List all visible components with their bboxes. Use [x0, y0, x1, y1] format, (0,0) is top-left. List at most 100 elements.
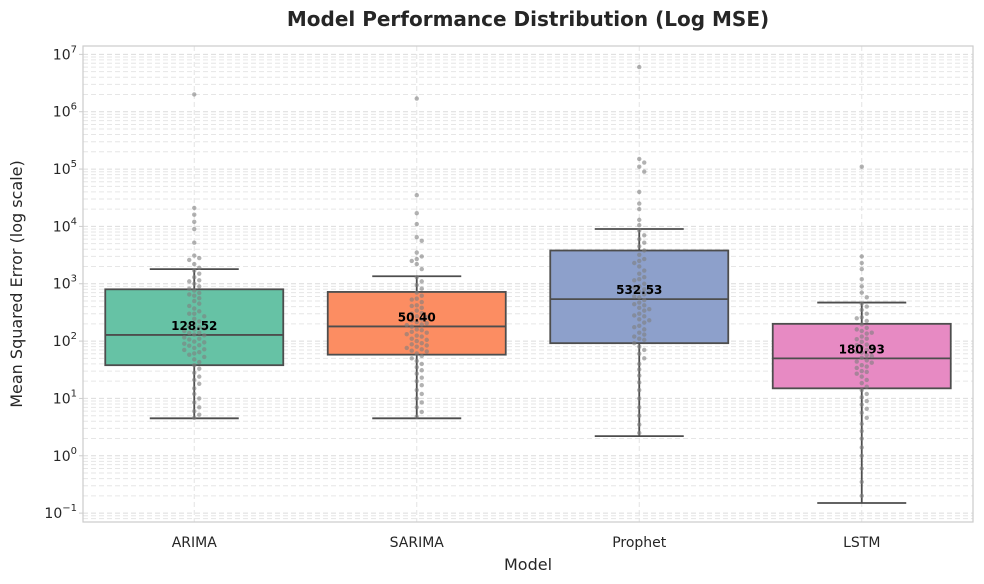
data-point — [409, 356, 414, 361]
grid — [83, 46, 973, 523]
y-tick-labels: 10−1 100 101 102 103 104 105 106 107 — [44, 44, 83, 522]
data-point — [637, 156, 642, 162]
data-point — [404, 331, 409, 337]
data-point — [414, 365, 419, 370]
data-point — [859, 493, 864, 499]
data-point — [869, 346, 874, 351]
data-point — [424, 321, 429, 326]
data-point — [192, 253, 197, 258]
data-point — [642, 356, 647, 361]
data-point — [187, 330, 192, 336]
data-point — [409, 348, 414, 353]
data-point — [637, 289, 642, 295]
data-point — [637, 336, 642, 341]
data-point — [637, 387, 642, 393]
data-point — [192, 391, 197, 397]
data-point — [192, 415, 197, 420]
data-point — [414, 414, 419, 419]
data-point — [864, 364, 869, 369]
data-point — [182, 347, 187, 353]
data-point — [424, 330, 429, 335]
data-point — [409, 324, 414, 329]
data-point — [414, 308, 419, 313]
data-point — [192, 298, 197, 304]
x-tick-label: SARIMA — [390, 535, 445, 551]
data-point — [197, 412, 202, 417]
data-point — [859, 387, 864, 393]
data-point — [637, 373, 642, 378]
data-point — [419, 347, 424, 352]
data-point — [642, 287, 647, 292]
data-point — [414, 333, 419, 338]
points — [182, 64, 874, 499]
data-point — [642, 240, 647, 245]
data-point — [632, 301, 637, 307]
data-point — [642, 233, 647, 238]
data-point — [859, 328, 864, 334]
data-point — [637, 351, 642, 357]
data-point — [632, 334, 637, 339]
data-point — [632, 324, 637, 330]
data-point — [637, 284, 642, 289]
data-point — [859, 350, 864, 355]
data-point — [192, 226, 197, 232]
data-point — [192, 311, 197, 316]
data-point — [637, 430, 642, 436]
data-point — [414, 378, 419, 384]
data-point — [854, 336, 859, 342]
data-point — [859, 345, 864, 350]
data-point — [192, 362, 197, 368]
data-point — [414, 338, 419, 344]
y-tick-label: 106 — [53, 102, 77, 121]
data-point — [192, 321, 197, 327]
data-point — [414, 303, 419, 308]
data-point — [192, 281, 197, 286]
data-point — [859, 355, 864, 361]
data-point — [192, 92, 197, 97]
y-tick-label: 10−1 — [44, 503, 77, 522]
data-point — [419, 383, 424, 388]
data-point — [192, 339, 197, 344]
data-point — [637, 271, 642, 276]
data-point — [642, 256, 647, 262]
median-annotation: 180.93 — [839, 342, 885, 356]
data-point — [192, 316, 197, 321]
data-point — [859, 277, 864, 282]
data-point — [637, 317, 642, 322]
y-tick-label: 104 — [53, 216, 77, 235]
data-point — [854, 327, 859, 332]
data-point — [187, 343, 192, 348]
data-point — [414, 256, 419, 262]
data-point — [414, 314, 419, 319]
data-point — [404, 322, 409, 328]
data-point — [202, 333, 207, 338]
data-point — [202, 326, 207, 331]
data-point — [192, 261, 197, 267]
data-point — [419, 317, 424, 322]
data-point — [637, 222, 642, 228]
data-point — [197, 324, 202, 330]
data-point — [637, 258, 642, 264]
data-point — [637, 264, 642, 269]
data-point — [864, 369, 869, 375]
data-point — [859, 307, 864, 313]
data-point — [637, 206, 642, 212]
data-point — [869, 360, 874, 365]
data-point — [864, 358, 869, 363]
data-point — [864, 406, 869, 411]
data-point — [859, 266, 864, 272]
data-point — [859, 421, 864, 427]
data-point — [187, 292, 192, 297]
data-point — [637, 413, 642, 418]
data-point — [197, 366, 202, 371]
data-point — [864, 325, 869, 331]
data-point — [859, 374, 864, 379]
data-point — [859, 428, 864, 434]
data-point — [409, 336, 414, 341]
data-point — [637, 228, 642, 233]
data-point — [197, 374, 202, 379]
data-point — [197, 396, 202, 401]
data-point — [187, 323, 192, 329]
annotations: 128.52 50.40 532.53 180.93 — [171, 283, 885, 356]
